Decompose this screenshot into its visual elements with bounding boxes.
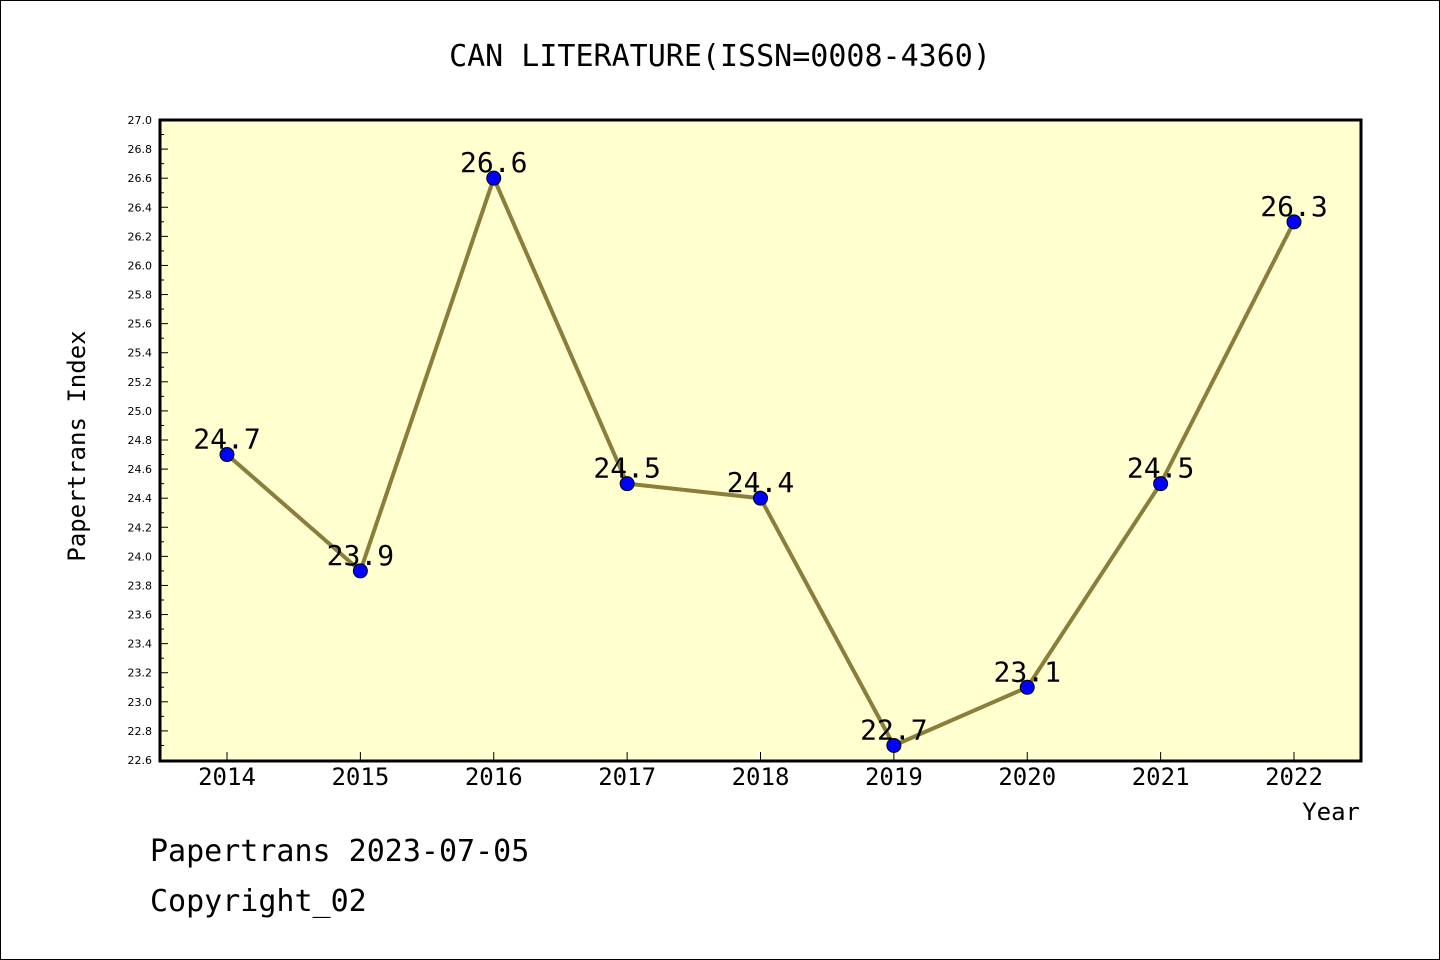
y-tick-label: 27.0	[128, 114, 153, 127]
x-tick-label: 2022	[1265, 763, 1323, 791]
data-label: 23.9	[327, 539, 394, 572]
y-tick-label: 25.0	[128, 405, 153, 418]
data-point	[619, 476, 635, 492]
data-point	[219, 447, 235, 463]
y-tick-label: 25.4	[128, 347, 153, 360]
data-label: 24.4	[727, 466, 794, 499]
x-tick-label: 2021	[1132, 763, 1190, 791]
data-point	[1286, 214, 1302, 230]
y-axis-label: Papertrans Index	[63, 330, 91, 561]
y-tick-label: 22.6	[128, 754, 153, 767]
x-tick-label: 2017	[598, 763, 656, 791]
y-tick-label: 24.0	[128, 550, 153, 563]
data-point	[753, 490, 768, 506]
y-tick-label: 25.2	[128, 376, 153, 389]
footer-date: Papertrans 2023-07-05	[150, 834, 530, 869]
y-tick-label: 25.6	[128, 318, 153, 331]
x-tick-label: 2015	[331, 763, 389, 791]
y-tick-label: 24.8	[128, 434, 153, 447]
x-tick-label: 2018	[732, 763, 790, 791]
data-label: 24.7	[193, 423, 260, 456]
data-label: 24.5	[593, 452, 660, 485]
y-tick-label: 24.4	[128, 492, 153, 505]
data-label: 26.3	[1260, 190, 1327, 223]
y-tick-label: 23.0	[128, 696, 153, 709]
x-tick-label: 2014	[198, 763, 256, 791]
footer-copyright: Copyright_02	[150, 884, 367, 919]
x-tick-label: 2019	[865, 763, 923, 791]
x-tick-label: 2020	[998, 763, 1056, 791]
y-tick-label: 23.6	[128, 609, 153, 622]
x-axis: 2014 2015 2016 2017 2018 2019 2020 2021 2022	[198, 752, 1323, 791]
data-label: 23.1	[994, 655, 1061, 688]
y-tick-label: 26.6	[128, 172, 153, 185]
y-tick-label: 23.4	[128, 638, 153, 651]
chart-title: CAN LITERATURE(ISSN=0008-4360)	[449, 39, 991, 74]
y-tick-label: 25.8	[128, 289, 153, 302]
x-tick-label: 2016	[465, 763, 523, 791]
y-axis: 22.6 22.8 23.0 23.2 23.4 23.6 23.8 24.0 24.2 24.4…	[128, 114, 168, 767]
y-tick-label: 26.2	[128, 230, 153, 243]
data-point	[486, 170, 502, 186]
y-tick-label: 23.8	[128, 579, 153, 592]
data-point	[1019, 679, 1035, 695]
data-label-layer: 24.7 23.9 26.6 24.5 24.4 22.7 23.1 24.5 26.3	[193, 146, 1327, 746]
plot-area	[158, 118, 1363, 763]
y-tick-label: 26.0	[128, 259, 153, 272]
x-axis-label: Year	[1302, 798, 1360, 826]
y-tick-label: 26.8	[128, 143, 153, 156]
data-label: 22.7	[860, 713, 927, 746]
data-label: 26.6	[460, 146, 527, 179]
data-point	[1153, 476, 1169, 492]
series-layer	[219, 170, 1302, 753]
y-tick-label: 24.2	[128, 521, 153, 534]
data-point	[886, 737, 902, 753]
y-tick-label: 26.4	[128, 201, 153, 214]
y-tick-label: 23.2	[128, 667, 153, 680]
data-label: 24.5	[1127, 452, 1194, 485]
y-tick-label: 22.8	[128, 725, 153, 738]
data-point	[352, 563, 368, 579]
y-tick-label: 24.6	[128, 463, 153, 476]
